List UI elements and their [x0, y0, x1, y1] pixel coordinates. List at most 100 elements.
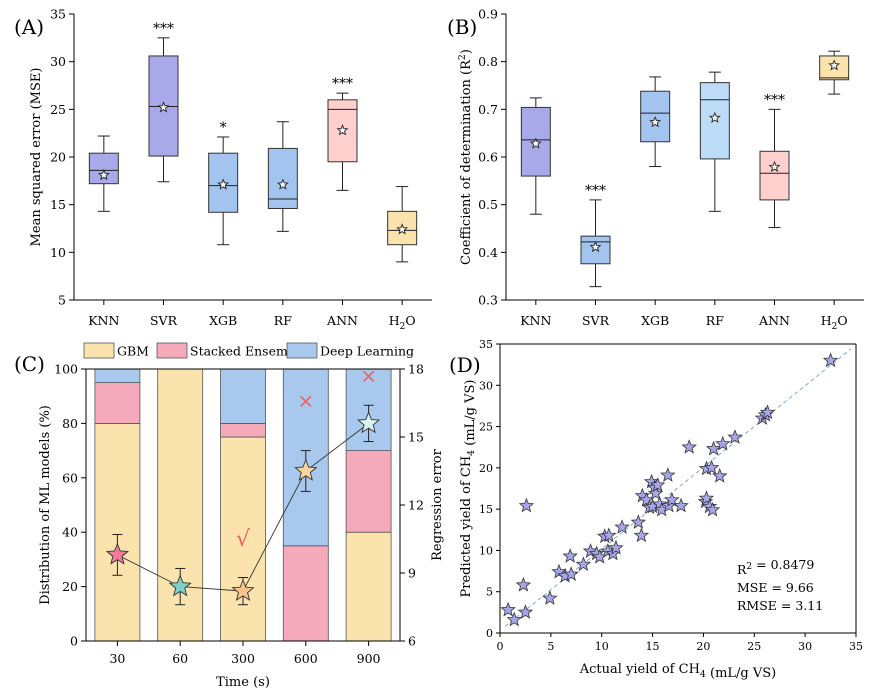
y2-tick-label: 12	[408, 498, 424, 513]
scatter-point	[673, 497, 689, 513]
y-tick-label: 15	[479, 503, 493, 516]
scatter-point	[633, 527, 650, 543]
box-RF	[699, 71, 730, 212]
box-KNN	[88, 135, 119, 212]
regression-error-star	[294, 458, 318, 481]
regression-error-star	[168, 574, 192, 597]
y-tick-label: 0.9	[478, 7, 498, 22]
status-mark: ×	[297, 389, 314, 413]
error-point-300	[231, 577, 255, 606]
scatter-point	[681, 439, 697, 454]
x-tick-label: KNN	[520, 313, 551, 328]
x-tick-label: 30	[109, 651, 125, 666]
mean-star	[157, 101, 170, 113]
x-tick-label: 900	[357, 651, 381, 666]
x-tick-label: SVR	[150, 313, 178, 328]
box-body	[580, 235, 611, 265]
scatter-point	[647, 485, 664, 501]
y-tick-label: 80	[62, 416, 78, 431]
panel-C: √ × × 0 20 40 60 80 100 6 9 12 15 18 30 60 300 600 900 Time…	[14, 342, 445, 690]
panel-D: 0 5 10 15 20 25 30 35 0 5 10 15 20 25 30 35 Actual yield…	[449, 338, 863, 681]
box-body	[88, 152, 119, 185]
y-tick-label: 0.8	[478, 54, 498, 69]
box-RF	[267, 121, 298, 232]
legend-label: Deep Learning	[320, 344, 414, 359]
box-SVR: ***	[148, 21, 179, 183]
box-XGB	[640, 76, 671, 168]
y-tick-label: 0	[70, 634, 78, 649]
x-tick-label: KNN	[88, 313, 119, 328]
legend: GBM Stacked Ensemble Deep Learning	[83, 342, 414, 359]
x-axis-label: Actual yield of CH4 (mL/g VS)	[579, 662, 777, 681]
scatter-point	[517, 604, 534, 619]
stat-annotation: MSE = 9.66	[737, 580, 814, 595]
scatter-point	[698, 490, 715, 505]
error-point-600	[294, 450, 318, 492]
y-tick-label: 10	[50, 245, 66, 260]
y-tick-label: 25	[479, 421, 493, 434]
x-tick-label: 25	[747, 640, 761, 653]
x-tick-label: SVR	[582, 313, 610, 328]
legend-label: Stacked Ensemble	[190, 344, 307, 359]
error-point-900	[356, 404, 381, 443]
bar-600	[282, 368, 329, 642]
y-tick-label: 0.5	[478, 197, 498, 212]
y-axis-label: Coefficient of determination (R2)	[457, 49, 474, 265]
y-tick-label: 5	[486, 586, 493, 599]
y2-axis-label: Regression error	[430, 448, 445, 560]
scatter-point	[563, 566, 579, 581]
scatter-point	[705, 440, 722, 456]
bar-segment-stacked-ensemble	[220, 422, 266, 438]
panel-B: *** *** 0.3 0.4 0.5 0.6 0.7 0.8 0.9 KNN SVR XGB RF AN…	[447, 7, 864, 332]
mean-star	[529, 137, 542, 149]
x-tick-label: H2O	[389, 313, 416, 332]
mean-star	[336, 124, 349, 136]
mean-star	[217, 178, 230, 190]
y-tick-label: 20	[50, 150, 66, 165]
stat-annotation: R2 = 0.8479	[737, 557, 814, 577]
y-tick-label: 0.3	[478, 293, 498, 308]
scatter-point	[664, 491, 680, 507]
y-tick-label: 30	[50, 54, 66, 69]
x-tick-label: RF	[274, 313, 292, 328]
scatter-point	[562, 548, 578, 563]
significance-mark: ***	[332, 76, 353, 92]
scatter-point	[515, 576, 532, 592]
scatter-point	[500, 601, 516, 617]
scatter-point	[704, 501, 721, 517]
y-tick-label: 15	[50, 197, 66, 212]
mean-star	[589, 240, 602, 253]
mean-star	[708, 111, 721, 123]
box-body	[267, 147, 298, 209]
bar-segment-gbm	[345, 531, 392, 642]
y-tick-label: 25	[50, 102, 66, 117]
regression-error-star	[356, 411, 381, 434]
x-tick-label: 20	[696, 640, 710, 653]
regression-error-star	[105, 542, 130, 565]
y-tick-label: 0.4	[478, 245, 498, 260]
mean-star	[396, 223, 409, 235]
panel-label: (A)	[14, 15, 44, 39]
bar-segment-stacked-ensemble	[345, 450, 392, 533]
mean-star	[828, 59, 841, 71]
box-body	[759, 150, 790, 201]
regression-error-star	[231, 578, 255, 602]
scatter-point	[551, 563, 567, 579]
y-axis-label: Predicted yield of CH4 (mL/g VS)	[459, 380, 478, 598]
y-tick-label: 60	[62, 470, 78, 485]
panel-label: (D)	[449, 353, 481, 377]
box-XGB: *	[208, 120, 239, 246]
scatter-point	[575, 556, 592, 572]
bar-900	[345, 368, 392, 642]
scatter-point	[660, 467, 676, 482]
scatter-point	[608, 539, 624, 555]
bar-30	[94, 368, 141, 642]
box-body	[208, 152, 239, 213]
scatter-point	[822, 352, 839, 368]
y-tick-label: 0	[486, 627, 493, 640]
mean-star	[768, 160, 781, 173]
scatter-point	[506, 611, 522, 627]
